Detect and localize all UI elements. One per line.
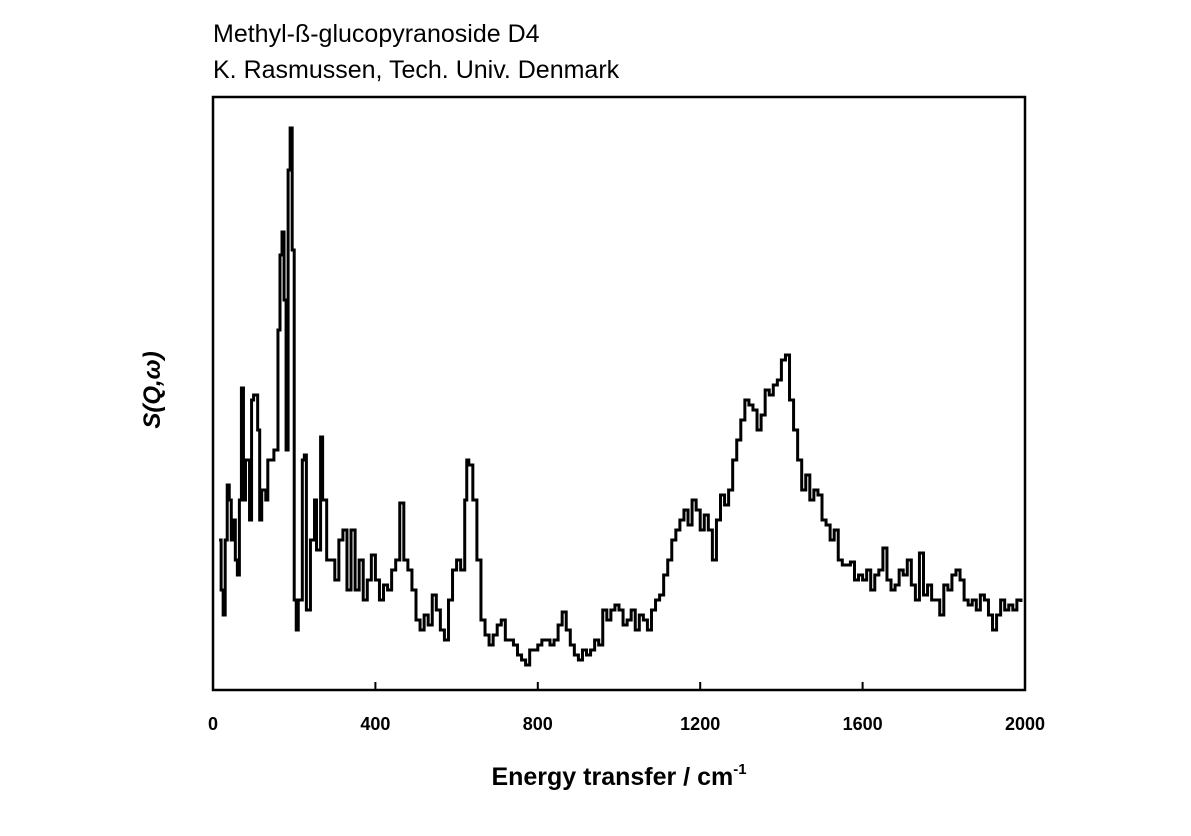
x-label-superscript: -1 bbox=[733, 761, 746, 778]
x-axis-label: Energy transfer / cm-1 bbox=[491, 761, 746, 791]
x-tick-label: 2000 bbox=[1005, 714, 1045, 734]
x-tick-label: 0 bbox=[208, 714, 218, 734]
y-axis-label: S(Q,ω) bbox=[139, 351, 166, 428]
x-tick-label: 1200 bbox=[680, 714, 720, 734]
chart-subtitle: K. Rasmussen, Tech. Univ. Denmark bbox=[213, 56, 620, 84]
chart-title: Methyl-ß-glucopyranoside D4 bbox=[213, 20, 540, 48]
data-line bbox=[219, 126, 1023, 667]
x-tick-label: 800 bbox=[523, 714, 553, 734]
x-tick-label: 400 bbox=[360, 714, 390, 734]
x-tick-label: 1600 bbox=[843, 714, 883, 734]
x-label-text: Energy transfer / cm bbox=[491, 763, 733, 791]
plot-frame bbox=[211, 95, 1027, 692]
